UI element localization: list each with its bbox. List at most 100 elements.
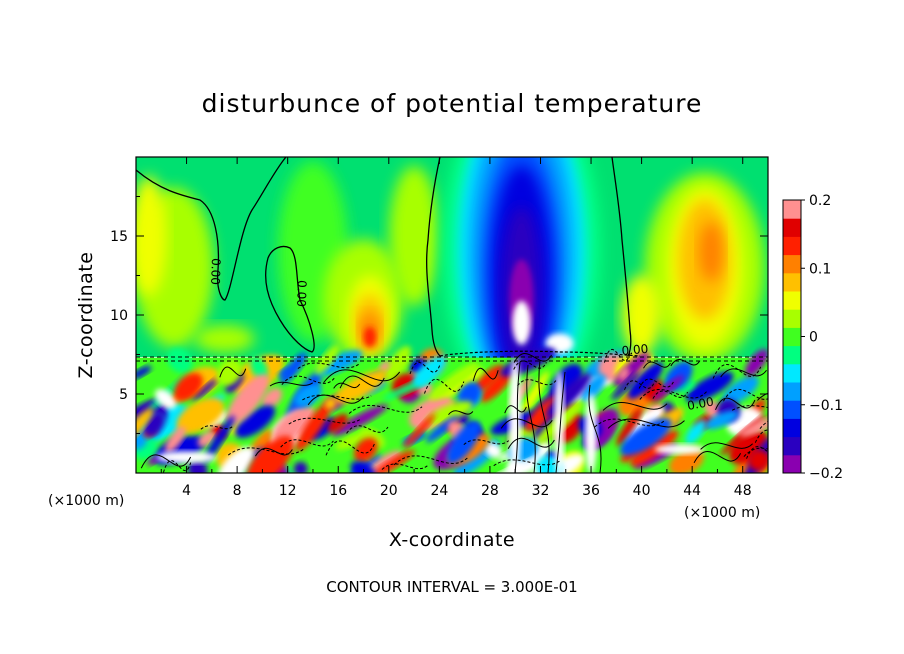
contour-line [643, 361, 671, 369]
contour-line [731, 405, 768, 411]
y-axis: 5 10 15 [110, 196, 768, 434]
colorbar-tick-label: −0.2 [809, 466, 843, 482]
x-unit-label-left: (×1000 m) [48, 493, 124, 509]
contour-line [288, 417, 361, 425]
turbulence-blob [217, 359, 242, 386]
contour-line [280, 439, 334, 448]
contour-line [555, 371, 566, 473]
contour-line [136, 157, 287, 301]
x-tick-label: 32 [532, 483, 550, 499]
contour-line [325, 440, 376, 456]
contour-line [140, 454, 192, 469]
colorbar-tick-label: 0.1 [809, 261, 831, 277]
contour-label-2: 0.00 [294, 280, 309, 307]
contour-line [754, 429, 768, 443]
contour-line [507, 437, 555, 450]
x-axis: 4 8 12 16 20 24 28 32 36 40 44 48 [160, 157, 752, 499]
contour-line [163, 460, 192, 473]
colorbar-swatch [783, 418, 801, 438]
turbulence-blob [327, 414, 349, 433]
contour-line [448, 410, 474, 416]
colorbar-swatch [783, 309, 801, 328]
y-tick-label: 15 [110, 229, 128, 245]
turbulence-blob [685, 371, 734, 403]
contour-line [594, 418, 666, 428]
turbulence-blob [235, 405, 276, 438]
turbulence-blob [324, 397, 337, 410]
contour-line [513, 360, 547, 370]
turbulence-blob [192, 378, 218, 402]
turbulence-blob [136, 365, 152, 380]
turbulence-blob [685, 420, 707, 444]
turbulence-blob [280, 352, 307, 385]
colorbar-swatch [783, 454, 801, 474]
contour-line [219, 366, 247, 378]
turbulence-blob [167, 347, 193, 374]
contour-line [426, 157, 441, 357]
contour-line [602, 402, 668, 411]
turbulence-blob [652, 375, 685, 401]
contour-line [538, 359, 550, 473]
turbulence-blob [704, 410, 739, 430]
contour-line [504, 405, 527, 414]
field-blob [194, 324, 255, 353]
contour-line [439, 350, 641, 357]
x-tick-label: 48 [734, 483, 752, 499]
contour-line [323, 369, 401, 384]
turbulence-streak [585, 393, 598, 473]
turbulence-blob [611, 372, 639, 400]
turbulence-blob [373, 450, 415, 473]
turbulence-blob [154, 389, 177, 409]
contour-line [265, 245, 315, 353]
contour-line [670, 359, 701, 367]
contour-line [281, 375, 336, 385]
contour-label-3: 0.00 [621, 342, 649, 358]
colorbar-swatch [783, 254, 801, 274]
colorbar-swatch [783, 327, 801, 347]
colorbar-swatch [783, 345, 801, 365]
contour-line [307, 394, 364, 406]
turbulence-blob [164, 426, 186, 453]
contour-line [513, 353, 553, 363]
contour-line [514, 361, 521, 473]
turbulence-blob [226, 374, 269, 426]
contour-line [715, 397, 756, 411]
turbulence-blob [295, 402, 331, 452]
contour-line [493, 459, 561, 467]
x-tick-label: 36 [582, 483, 600, 499]
colorbar-swatch [783, 236, 801, 256]
turbulence-blob [430, 362, 479, 401]
colorbar-swatch [783, 363, 801, 383]
turbulence-blob [136, 431, 148, 450]
contour-line [588, 384, 602, 473]
field-blob [136, 176, 167, 296]
colorbar-swatch [783, 272, 801, 292]
colorbar-swatch [783, 200, 801, 219]
contour-line [254, 447, 293, 457]
turbulence-streak [554, 370, 565, 473]
turbulence-blob [273, 406, 316, 442]
turbulence-blob [618, 367, 630, 381]
x-unit-label-right: (×1000 m) [684, 505, 760, 521]
turbulence-blob [261, 388, 283, 409]
turbulence-blob [446, 421, 481, 464]
contour-line [269, 381, 313, 387]
y-axis-title: Z-coordinate [75, 252, 97, 379]
contour-line [693, 450, 742, 464]
field-blob [389, 166, 440, 306]
contour-line [500, 418, 553, 429]
turbulence-blob [147, 456, 160, 466]
colorbar-swatch [783, 382, 801, 401]
colorbar-tick-label: −0.1 [809, 398, 843, 414]
colorbar-swatch [783, 291, 801, 310]
contour-label-1: 0.00 [208, 258, 223, 285]
colorbar-swatch [783, 400, 801, 419]
contour-line [302, 394, 372, 401]
turbulence-blob [176, 397, 225, 434]
field-blob [699, 221, 724, 282]
contour-line [638, 378, 675, 389]
colorbar-tick-label: 0.2 [809, 193, 831, 209]
contour-line [720, 368, 767, 378]
turbulence-blob [473, 364, 504, 394]
